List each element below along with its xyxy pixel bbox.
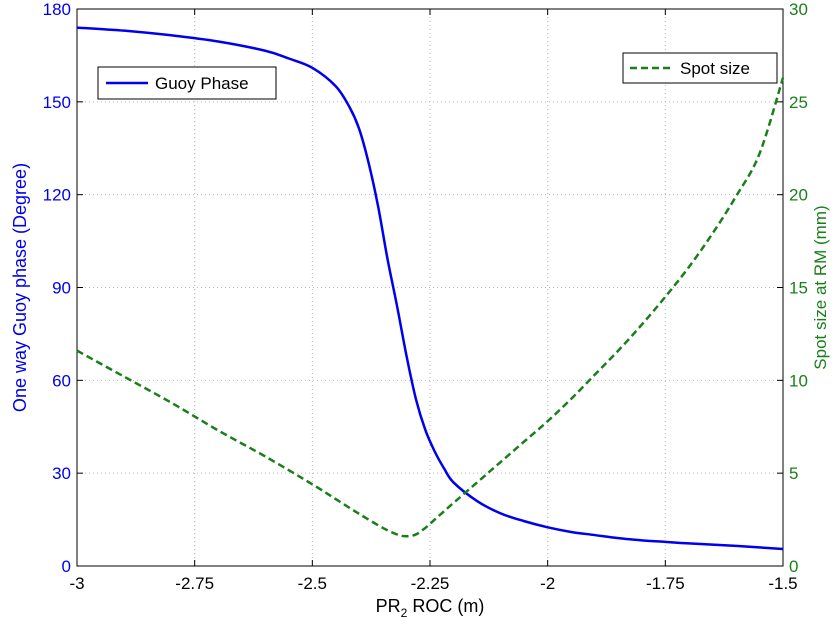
grid — [77, 9, 783, 566]
y-right-tick-label: 5 — [789, 464, 798, 483]
x-axis-label-suffix: ROC (m) — [407, 596, 484, 616]
legend-guoy-phase: Guoy Phase — [97, 66, 277, 100]
y-left-tick-label: 180 — [43, 0, 71, 19]
y-axis-right-label: Spot size at RM (mm) — [811, 205, 830, 369]
y-axis-left-label: One way Guoy phase (Degree) — [10, 163, 30, 412]
x-tick-label: -1.5 — [768, 574, 797, 593]
x-tick-label: -2 — [540, 574, 555, 593]
series-line-spot-size — [76, 77, 785, 538]
legend-spot-size-label: Spot size — [680, 59, 750, 78]
legend-spot-size-box — [622, 52, 778, 84]
x-tick-label: -2.5 — [298, 574, 327, 593]
y-right-tick-label: 0 — [789, 557, 798, 576]
axis-ticks: -3 -2.75 -2.5 -2.25 -2 -1.75 -1.50306090120150… — [43, 0, 808, 593]
y-left-tick-label: 60 — [52, 371, 71, 390]
y-left-tick-label: 0 — [62, 557, 71, 576]
y-left-tick-label: 150 — [43, 93, 71, 112]
x-axis-label: PR2 ROC (m) — [376, 596, 485, 620]
y-right-tick-label: 20 — [789, 186, 808, 205]
series-line-guoy-phase — [76, 26, 784, 551]
x-axis-label-subscript: 2 — [401, 606, 408, 620]
series-layer — [76, 26, 785, 551]
y-left-tick-label: 30 — [52, 464, 71, 483]
y-right-tick-label: 30 — [789, 0, 808, 19]
x-tick-label: -3 — [69, 574, 84, 593]
x-tick-label: -2.25 — [411, 574, 450, 593]
y-right-tick-label: 15 — [789, 279, 808, 298]
y-left-tick-label: 120 — [43, 186, 71, 205]
x-tick-label: -1.75 — [646, 574, 685, 593]
y-right-tick-label: 25 — [789, 93, 808, 112]
x-tick-label: -2.75 — [175, 574, 214, 593]
y-left-tick-label: 90 — [52, 279, 71, 298]
legend-guoy-phase-label: Guoy Phase — [155, 74, 249, 93]
y-right-tick-label: 10 — [789, 371, 808, 390]
legend-spot-size: Spot size — [622, 52, 778, 84]
x-axis-label-prefix: PR — [376, 596, 401, 616]
